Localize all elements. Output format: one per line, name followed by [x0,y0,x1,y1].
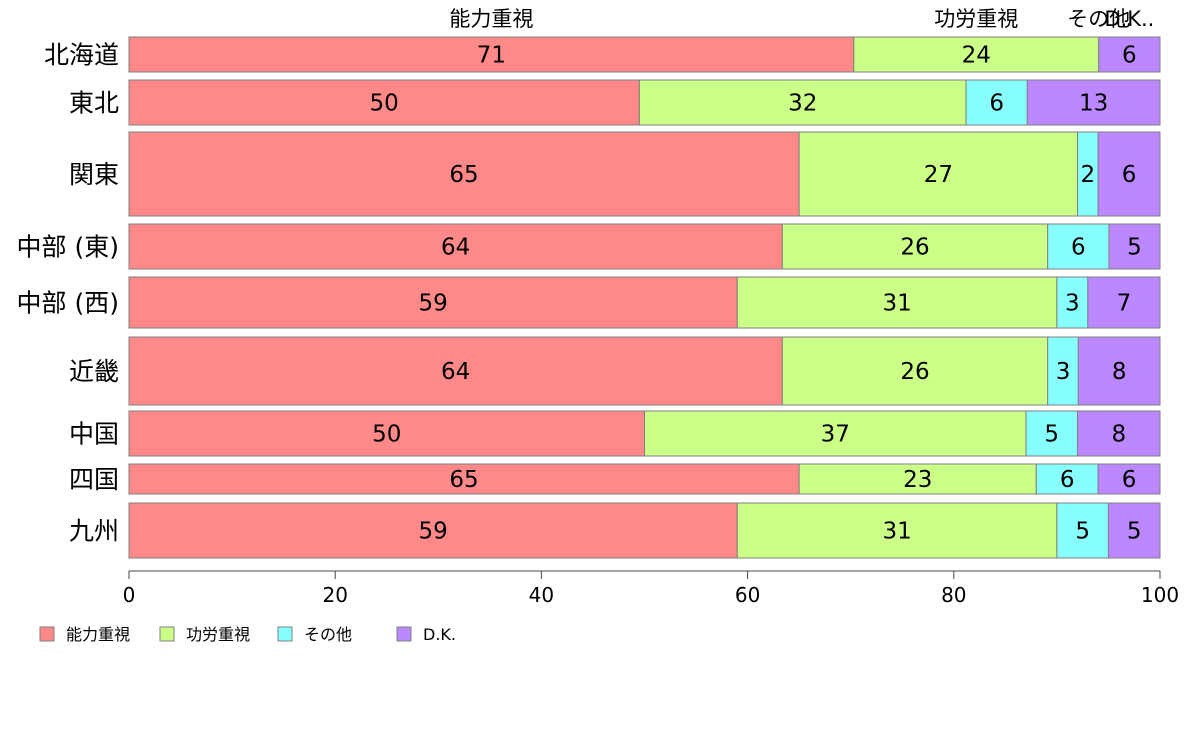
category-label: 中部 (西) [17,289,119,318]
value-label: 59 [419,519,448,545]
bar-segment [1087,276,1161,329]
value-label: 26 [900,359,929,385]
value-label: 8 [1112,359,1127,385]
value-label: 5 [1127,235,1142,261]
legend-swatch [39,626,55,642]
bar-segment [638,79,967,126]
value-label: 32 [788,91,817,117]
value-label: 3 [1056,359,1071,385]
bar-segment [1107,502,1161,559]
bar-segment [1025,410,1079,457]
value-label: 6 [1060,467,1075,493]
value-label: 6 [989,91,1004,117]
bar-segment [1108,223,1161,270]
bar-segment [965,79,1028,126]
category-label: 九州 [69,517,119,546]
bar-segment [128,336,783,406]
bar-segment [1056,276,1089,329]
x-tick-label: 20 [322,583,347,607]
legend-swatch [159,626,175,642]
value-label: 13 [1079,91,1108,117]
value-label: 50 [372,422,401,448]
x-tick-label: 40 [529,583,554,607]
bar-segment [128,79,640,126]
category-label: 四国 [69,465,119,494]
category-label: 近畿 [69,357,119,386]
bar-segment [128,223,783,270]
value-label: 37 [821,422,850,448]
value-label: 65 [449,467,478,493]
top-series-label: その他 [1067,7,1130,31]
bar-segment [1035,463,1099,495]
bar-segment [781,336,1049,406]
value-label: 3 [1065,291,1080,317]
bar-segment [853,36,1100,73]
bar-segment [128,131,800,217]
value-label: 5 [1127,519,1142,545]
value-label: 2 [1081,162,1096,188]
value-label: 64 [441,235,470,261]
value-label: 65 [449,162,478,188]
value-label: 27 [924,162,953,188]
legend-label: 功労重視 [186,625,250,644]
bar-segment [1098,36,1161,73]
value-label: 5 [1075,519,1090,545]
value-label: 5 [1044,422,1059,448]
x-tick-label: 80 [941,583,966,607]
x-tick-label: 60 [735,583,760,607]
bar-segment [644,410,1027,457]
top-series-label: D.K.. [1104,7,1154,31]
category-label: 関東 [69,160,119,189]
top-series-label: 能力重視 [449,7,533,31]
value-label: 64 [441,359,470,385]
value-label: 71 [477,43,506,69]
value-label: 6 [1071,235,1086,261]
legend-label: その他 [304,625,352,644]
value-label: 6 [1122,43,1137,69]
bar-segment [1056,502,1109,559]
value-label: 24 [962,43,991,69]
category-label: 中部 (東) [17,233,119,262]
category-label: 北海道 [44,41,119,70]
bar-segment [128,410,645,457]
bar-segment [1077,410,1161,457]
category-label: 東北 [69,89,119,118]
bar-segment [736,276,1058,329]
legend-swatch [277,626,293,642]
value-label: 31 [882,519,911,545]
category-label: 中国 [69,420,119,449]
legend-swatch [396,626,412,642]
bar-segment [128,36,855,73]
x-tick-label: 100 [1141,583,1179,607]
bar-segment [1097,463,1161,495]
value-label: 26 [900,235,929,261]
top-series-label: 功労重視 [934,7,1018,31]
value-label: 59 [419,291,448,317]
legend-label: D.K. [423,625,456,644]
value-label: 7 [1117,291,1132,317]
bar-segment [1097,131,1161,217]
bar-segment [128,276,738,329]
legend-label: 能力重視 [66,625,130,644]
x-tick-label: 0 [123,583,136,607]
bar-segment [781,223,1049,270]
value-label: 50 [370,91,399,117]
bar-segment [1047,223,1110,270]
bar-segment [1077,336,1161,406]
value-label: 6 [1122,162,1137,188]
bar-segment [128,502,738,559]
value-label: 6 [1122,467,1137,493]
value-label: 23 [903,467,932,493]
value-label: 31 [882,291,911,317]
bar-segment [798,131,1079,217]
bar-segment [1047,336,1079,406]
bar-segment [1026,79,1161,126]
value-label: 8 [1111,422,1126,448]
